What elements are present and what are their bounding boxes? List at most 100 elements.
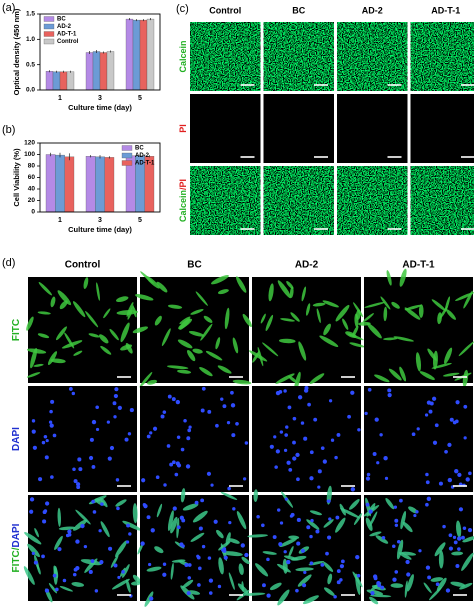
nucleus <box>207 556 212 560</box>
nucleus <box>306 525 311 530</box>
nucleus <box>279 430 284 434</box>
nucleus <box>427 575 432 580</box>
y-tick-label: 1.0 <box>26 36 35 43</box>
legend-label: AD-T-1 <box>135 161 155 167</box>
nucleus <box>29 509 34 514</box>
row-label-part: Calcein <box>178 190 188 222</box>
cell <box>215 337 221 350</box>
nucleus <box>372 452 377 456</box>
nucleus <box>300 421 305 425</box>
nucleus <box>328 399 333 403</box>
nucleus <box>117 575 121 580</box>
row-label-part: Calcein <box>178 40 188 72</box>
nucleus <box>129 408 134 413</box>
cell <box>224 307 230 330</box>
cell <box>178 318 193 330</box>
legend-swatch <box>121 145 133 151</box>
cell <box>289 286 294 299</box>
cell <box>37 333 50 339</box>
nucleus <box>455 400 460 405</box>
cell <box>85 310 99 328</box>
cell <box>322 300 339 308</box>
legend-swatch <box>43 16 55 22</box>
nucleus <box>292 456 297 461</box>
nucleus <box>113 415 117 419</box>
cell <box>415 352 422 372</box>
cell <box>406 574 414 592</box>
cell <box>236 511 247 530</box>
cell <box>132 306 137 318</box>
cell <box>399 268 407 287</box>
cell <box>238 563 244 576</box>
nucleus <box>109 445 115 451</box>
nucleus <box>72 467 76 472</box>
cell <box>170 516 178 534</box>
cell <box>146 379 158 385</box>
nucleus <box>92 510 97 514</box>
y-tick-label: 0.0 <box>26 87 35 94</box>
row-label: Calcein <box>178 40 188 72</box>
nucleus <box>425 472 429 477</box>
nucleus <box>287 405 292 410</box>
cell <box>383 306 388 322</box>
cell <box>345 331 357 338</box>
cell <box>57 507 62 527</box>
nucleus <box>467 528 473 533</box>
nucleus <box>76 482 81 487</box>
nucleus <box>232 507 236 511</box>
nucleus <box>266 557 270 562</box>
nucleus <box>201 386 206 391</box>
nucleus <box>230 390 234 395</box>
cell <box>290 312 300 322</box>
cell <box>323 561 334 572</box>
cell <box>335 304 350 322</box>
nucleus <box>387 388 392 393</box>
nucleus <box>368 509 373 514</box>
nucleus <box>91 499 95 504</box>
micrograph <box>410 166 474 235</box>
nucleus <box>300 548 305 553</box>
nucleus <box>49 423 54 428</box>
nucleus <box>52 433 57 438</box>
cell <box>199 367 213 377</box>
cell <box>288 375 298 384</box>
column-header: BC <box>292 5 305 15</box>
cell <box>145 275 160 289</box>
nucleus <box>462 526 467 531</box>
cell <box>125 579 131 593</box>
nucleus <box>197 583 201 587</box>
nucleus <box>50 399 55 404</box>
nucleus <box>322 459 327 464</box>
cell <box>122 564 130 578</box>
nucleus <box>387 392 392 398</box>
cell <box>115 499 127 507</box>
cell <box>279 538 297 548</box>
nucleus <box>454 468 459 474</box>
cell <box>182 503 199 511</box>
nucleus <box>146 515 151 520</box>
nucleus <box>392 544 396 548</box>
cell <box>438 550 444 569</box>
nucleus <box>303 388 309 393</box>
nucleus <box>43 434 48 439</box>
nucleus <box>457 472 462 478</box>
nucleus <box>303 436 308 441</box>
nucleus <box>416 427 420 431</box>
micrograph <box>358 268 474 387</box>
cell <box>61 340 83 349</box>
nucleus <box>309 450 314 455</box>
calcein-texture <box>337 22 408 91</box>
cell <box>423 582 432 594</box>
x-axis-label: Culture time (day) <box>68 225 132 234</box>
cell <box>298 341 307 361</box>
nucleus <box>292 440 296 445</box>
cell <box>171 559 186 563</box>
nucleus <box>286 460 291 465</box>
cell <box>459 582 473 590</box>
nucleus <box>356 573 361 578</box>
nucleus <box>107 456 112 461</box>
micrograph <box>132 271 252 388</box>
nucleus <box>206 471 212 476</box>
nucleus <box>75 539 80 544</box>
cell <box>268 283 274 302</box>
